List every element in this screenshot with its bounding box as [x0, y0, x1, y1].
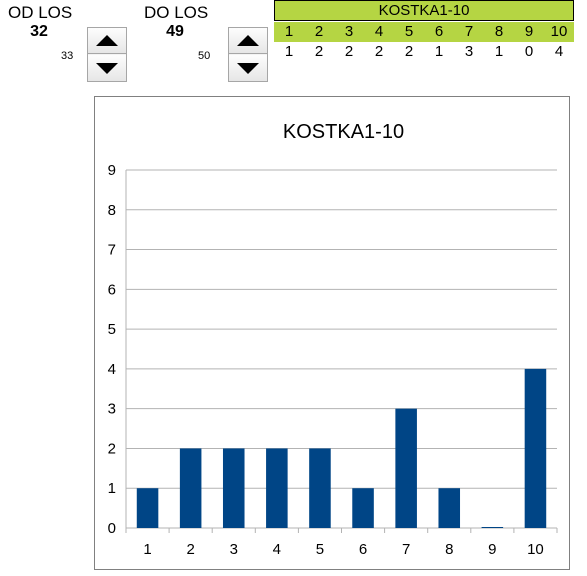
- table-value-cell: 3: [464, 43, 474, 60]
- chart-title: KOSTKA1-10: [283, 121, 404, 143]
- table-header-cell: 4: [374, 23, 384, 40]
- bar: [309, 448, 331, 528]
- arrow-up-icon: [96, 35, 118, 46]
- y-tick-label: 5: [108, 321, 116, 338]
- bar: [438, 488, 461, 528]
- bar: [179, 448, 202, 528]
- x-tick-label: 3: [230, 541, 238, 558]
- y-tick-label: 2: [108, 440, 116, 457]
- table-header-cell: 8: [494, 23, 504, 40]
- table-value-cell: 1: [494, 43, 504, 60]
- do-los-next-value: 50: [198, 50, 211, 62]
- od-los-increment-button[interactable]: [88, 28, 126, 54]
- od-los-spinner[interactable]: [87, 27, 127, 82]
- table-value-cell: 2: [344, 43, 354, 60]
- do-los-decrement-button[interactable]: [229, 55, 267, 81]
- bar: [222, 448, 245, 528]
- bar: [481, 527, 504, 528]
- chart-frame[interactable]: KOSTKA1-10 0 1 2 3 4 5 6 7 8 9 1 2 3 4 5 6 7 8 9 10: [94, 96, 570, 570]
- table-title: KOSTKA1-10: [274, 0, 574, 21]
- table-value-cell: 2: [404, 43, 414, 60]
- x-tick-label: 2: [186, 541, 194, 558]
- y-tick-label: 4: [108, 361, 116, 378]
- od-los-value: 32: [30, 23, 48, 40]
- bar: [266, 448, 288, 528]
- table-header-cell: 3: [344, 23, 354, 40]
- y-tick-label: 3: [108, 401, 116, 418]
- x-tick-label: 10: [527, 541, 544, 558]
- y-tick-label: 8: [108, 202, 116, 219]
- bar: [136, 488, 159, 528]
- arrow-up-icon: [237, 35, 259, 46]
- y-tick-label: 1: [108, 480, 116, 497]
- table-header-row: 1 2 3 4 5 6 7 8 9 10: [274, 22, 574, 42]
- table-value-row: 1 2 2 2 2 1 3 1 0 4: [274, 42, 574, 62]
- x-tick-label: 5: [316, 541, 324, 558]
- x-tick-label: 7: [402, 541, 410, 558]
- arrow-down-icon: [237, 62, 259, 74]
- do-los-label: DO LOS: [144, 3, 209, 22]
- table-header-cell: 2: [314, 23, 324, 40]
- bar-chart: KOSTKA1-10 0 1 2 3 4 5 6 7 8 9 1 2 3 4 5 6 7 8 9 10: [108, 121, 558, 558]
- bar: [352, 488, 374, 528]
- do-los-increment-button[interactable]: [229, 28, 267, 54]
- x-tick-label: 8: [445, 541, 453, 558]
- y-tick-label: 9: [108, 162, 116, 179]
- table-header-cell: 9: [524, 23, 534, 40]
- od-los-next-value: 33: [61, 50, 74, 62]
- table-value-cell: 0: [524, 43, 534, 60]
- table-value-cell: 1: [434, 43, 444, 60]
- table-header-cell: 10: [550, 23, 568, 40]
- table-header-cell: 6: [434, 23, 444, 40]
- bar: [524, 368, 547, 528]
- do-los-spinner[interactable]: [228, 27, 268, 82]
- do-los-value: 49: [166, 23, 184, 40]
- table-header-cell: 5: [404, 23, 414, 40]
- x-tick-label: 9: [488, 541, 496, 558]
- table-header-cell: 1: [284, 23, 294, 40]
- table-value-cell: 2: [374, 43, 384, 60]
- x-tick-label: 6: [359, 541, 367, 558]
- y-tick-label: 0: [108, 520, 116, 537]
- table-value-cell: 2: [314, 43, 324, 60]
- bar: [395, 408, 417, 528]
- table-value-cell: 4: [554, 43, 564, 60]
- table-header-cell: 7: [464, 23, 474, 40]
- x-tick-label: 4: [273, 541, 281, 558]
- od-los-label: OD LOS: [8, 3, 73, 22]
- y-tick-label: 6: [108, 281, 116, 298]
- od-los-decrement-button[interactable]: [88, 55, 126, 81]
- y-tick-label: 7: [108, 242, 116, 259]
- x-tick-label: 1: [143, 541, 151, 558]
- arrow-down-icon: [96, 62, 118, 74]
- table-value-cell: 1: [284, 43, 294, 60]
